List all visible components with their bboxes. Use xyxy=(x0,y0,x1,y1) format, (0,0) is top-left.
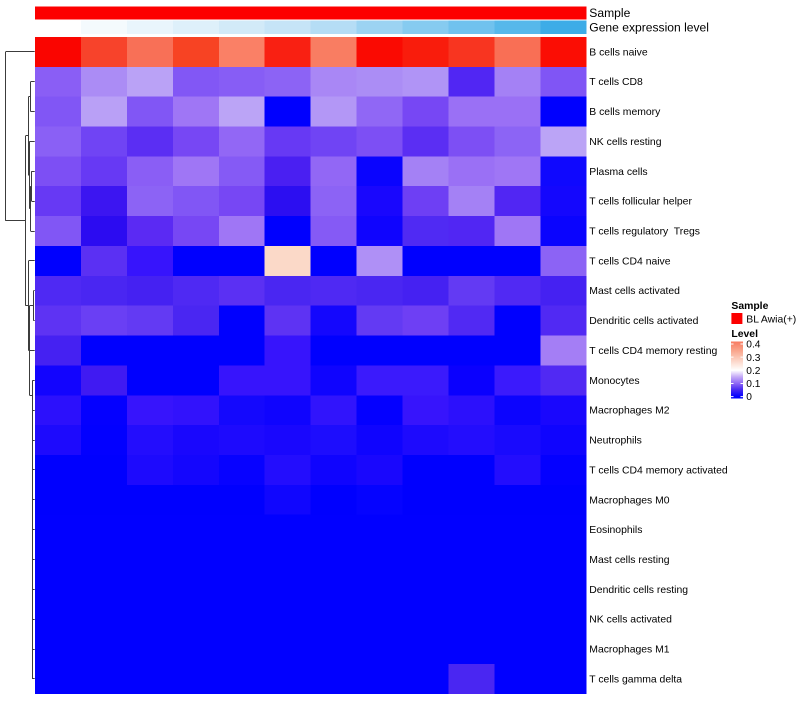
svg-text:0: 0 xyxy=(746,392,752,403)
svg-text:Macrophages M1: Macrophages M1 xyxy=(589,645,670,656)
svg-text:Level: Level xyxy=(731,329,758,340)
svg-text:T cells CD8: T cells CD8 xyxy=(589,77,643,88)
svg-text:Dendritic cells activated: Dendritic cells activated xyxy=(589,316,698,327)
svg-text:Monocytes: Monocytes xyxy=(589,376,639,387)
svg-text:T cells follicular helper: T cells follicular helper xyxy=(589,197,692,208)
svg-text:Mast cells activated: Mast cells activated xyxy=(589,286,680,297)
svg-text:Sample: Sample xyxy=(731,301,768,312)
svg-text:0.2: 0.2 xyxy=(746,366,760,377)
svg-text:NK cells activated: NK cells activated xyxy=(589,615,672,626)
svg-text:0.1: 0.1 xyxy=(746,379,760,390)
svg-text:T cells CD4 naive: T cells CD4 naive xyxy=(589,256,670,267)
svg-text:B cells memory: B cells memory xyxy=(589,107,661,118)
svg-text:0.3: 0.3 xyxy=(746,353,760,364)
svg-text:Neutrophils: Neutrophils xyxy=(589,436,642,447)
svg-text:Mast cells resting: Mast cells resting xyxy=(589,555,669,566)
svg-text:Macrophages M2: Macrophages M2 xyxy=(589,406,670,417)
svg-text:T cells CD4 memory resting: T cells CD4 memory resting xyxy=(589,346,717,357)
svg-text:Gene expression level: Gene expression level xyxy=(589,20,709,34)
svg-text:Eosinophils: Eosinophils xyxy=(589,525,642,536)
svg-text:Macrophages M0: Macrophages M0 xyxy=(589,495,670,506)
svg-text:Plasma cells: Plasma cells xyxy=(589,167,647,178)
svg-text:0.4: 0.4 xyxy=(746,340,760,351)
svg-text:T cells regulatory Tregs: T cells regulatory Tregs xyxy=(589,227,700,238)
svg-text:NK cells resting: NK cells resting xyxy=(589,137,661,148)
svg-text:B cells naive: B cells naive xyxy=(589,47,648,58)
svg-text:T cells CD4 memory activated: T cells CD4 memory activated xyxy=(589,465,728,476)
svg-text:Sample: Sample xyxy=(589,6,630,20)
svg-text:Dendritic cells resting: Dendritic cells resting xyxy=(589,585,688,596)
svg-text:BL Awia(+): BL Awia(+) xyxy=(746,314,796,325)
svg-text:T cells gamma delta: T cells gamma delta xyxy=(589,674,682,685)
